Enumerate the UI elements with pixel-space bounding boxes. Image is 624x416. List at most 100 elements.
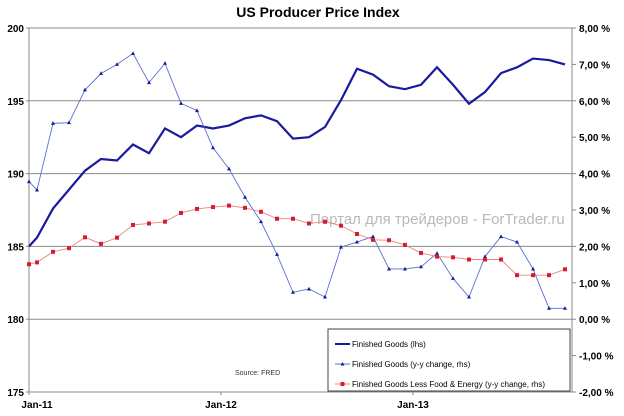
left-tick-label: 190 xyxy=(7,170,24,181)
data-point-square xyxy=(435,254,439,259)
watermark-text: Портал для трейдеров - ForTrader.ru xyxy=(310,211,565,228)
left-tick-label: 180 xyxy=(7,315,24,326)
data-point-square xyxy=(131,222,135,227)
data-point-triangle xyxy=(515,239,519,244)
data-point-square xyxy=(259,209,263,214)
data-point-square xyxy=(499,257,503,262)
legend-marker-square xyxy=(340,382,345,386)
data-point-square xyxy=(547,273,551,278)
data-point-triangle xyxy=(339,244,343,249)
data-point-square xyxy=(67,246,71,251)
data-point-triangle xyxy=(307,286,311,291)
data-point-square xyxy=(51,249,55,254)
legend-label: Finished Goods (y-y change, rhs) xyxy=(352,360,471,369)
axes: 175 180 185 190 195 200 -2,00 % -1,00 % 0,00 % 1,… xyxy=(7,24,613,411)
data-point-square xyxy=(371,237,375,242)
data-point-square xyxy=(531,273,535,278)
data-point-triangle xyxy=(35,187,39,192)
data-point-triangle xyxy=(147,80,151,85)
data-point-square xyxy=(83,235,87,240)
data-point-triangle xyxy=(563,306,567,310)
data-point-triangle xyxy=(195,108,199,113)
chart-title: US Producer Price Index xyxy=(236,4,400,20)
data-point-triangle xyxy=(99,71,103,75)
data-point-square xyxy=(307,221,311,226)
data-point-triangle xyxy=(275,252,279,256)
x-tick-label: Jan-13 xyxy=(397,400,429,411)
data-point-square xyxy=(243,205,247,210)
data-point-square xyxy=(467,257,471,262)
data-point-square xyxy=(163,219,167,224)
right-tick-label: -2,00 % xyxy=(579,388,614,399)
data-point-square xyxy=(387,238,391,243)
data-point-triangle xyxy=(435,251,439,255)
data-point-triangle xyxy=(355,239,359,244)
right-tick-label: 4,00 % xyxy=(579,170,610,181)
data-point-triangle xyxy=(291,290,295,294)
data-point-triangle xyxy=(387,266,391,271)
data-point-triangle xyxy=(451,276,455,280)
data-point-square xyxy=(115,235,119,240)
data-point-triangle xyxy=(547,306,551,310)
source-note: Source: FRED xyxy=(235,370,280,377)
data-point-square xyxy=(483,257,487,262)
right-tick-label: 5,00 % xyxy=(579,133,610,144)
data-point-triangle xyxy=(403,266,407,271)
data-point-square xyxy=(339,223,343,228)
data-point-square xyxy=(99,241,103,246)
data-point-square xyxy=(195,206,199,211)
data-point-triangle xyxy=(467,294,471,299)
data-point-square xyxy=(355,232,359,237)
left-tick-label: 200 xyxy=(7,24,24,35)
data-point-square xyxy=(211,205,215,210)
data-point-square xyxy=(227,203,231,208)
data-point-square xyxy=(35,260,39,265)
data-point-triangle xyxy=(67,120,71,125)
data-point-square xyxy=(179,210,183,215)
data-point-square xyxy=(563,267,567,272)
data-point-square xyxy=(323,219,327,224)
data-point-triangle xyxy=(131,51,135,55)
data-point-triangle xyxy=(115,62,119,66)
data-point-triangle xyxy=(323,294,327,299)
gridlines xyxy=(29,27,572,320)
data-point-square xyxy=(291,216,295,221)
data-point-triangle xyxy=(531,266,535,271)
x-tick-label: Jan-11 xyxy=(21,400,53,411)
data-point-square xyxy=(515,273,519,278)
data-point-triangle xyxy=(243,195,247,199)
legend-label: Finished Goods Less Food & Energy (y-y c… xyxy=(352,380,545,389)
legend-box xyxy=(327,328,571,392)
data-point-triangle xyxy=(259,219,263,224)
data-point-triangle xyxy=(371,234,375,239)
legend: Finished Goods (lhs) Finished Goods (y-y … xyxy=(327,328,571,392)
x-tick-label: Jan-12 xyxy=(205,400,237,411)
data-point-square xyxy=(275,216,279,221)
legend-label: Finished Goods (lhs) xyxy=(352,340,426,349)
data-point-triangle xyxy=(419,264,423,269)
left-tick-label: 195 xyxy=(7,97,24,108)
data-point-triangle xyxy=(163,61,167,65)
series-group xyxy=(27,51,567,310)
right-tick-label: -1,00 % xyxy=(579,352,614,363)
data-point-square xyxy=(403,242,407,247)
series-line-1 xyxy=(28,57,566,248)
right-tick-label: 0,00 % xyxy=(579,315,610,326)
data-point-triangle xyxy=(51,121,55,125)
data-point-square xyxy=(27,262,31,267)
data-point-square xyxy=(451,255,455,260)
right-tick-label: 8,00 % xyxy=(579,24,610,35)
legend-marker-triangle xyxy=(340,362,345,366)
right-tick-label: 6,00 % xyxy=(579,97,610,108)
data-point-triangle xyxy=(483,254,487,259)
data-point-triangle xyxy=(27,179,31,184)
right-tick-label: 7,00 % xyxy=(579,60,610,71)
data-point-triangle xyxy=(179,101,183,105)
left-tick-label: 185 xyxy=(7,242,24,253)
right-tick-label: 1,00 % xyxy=(579,279,610,290)
data-point-triangle xyxy=(211,145,215,150)
data-point-square xyxy=(419,250,423,255)
left-tick-label: 175 xyxy=(7,388,24,399)
